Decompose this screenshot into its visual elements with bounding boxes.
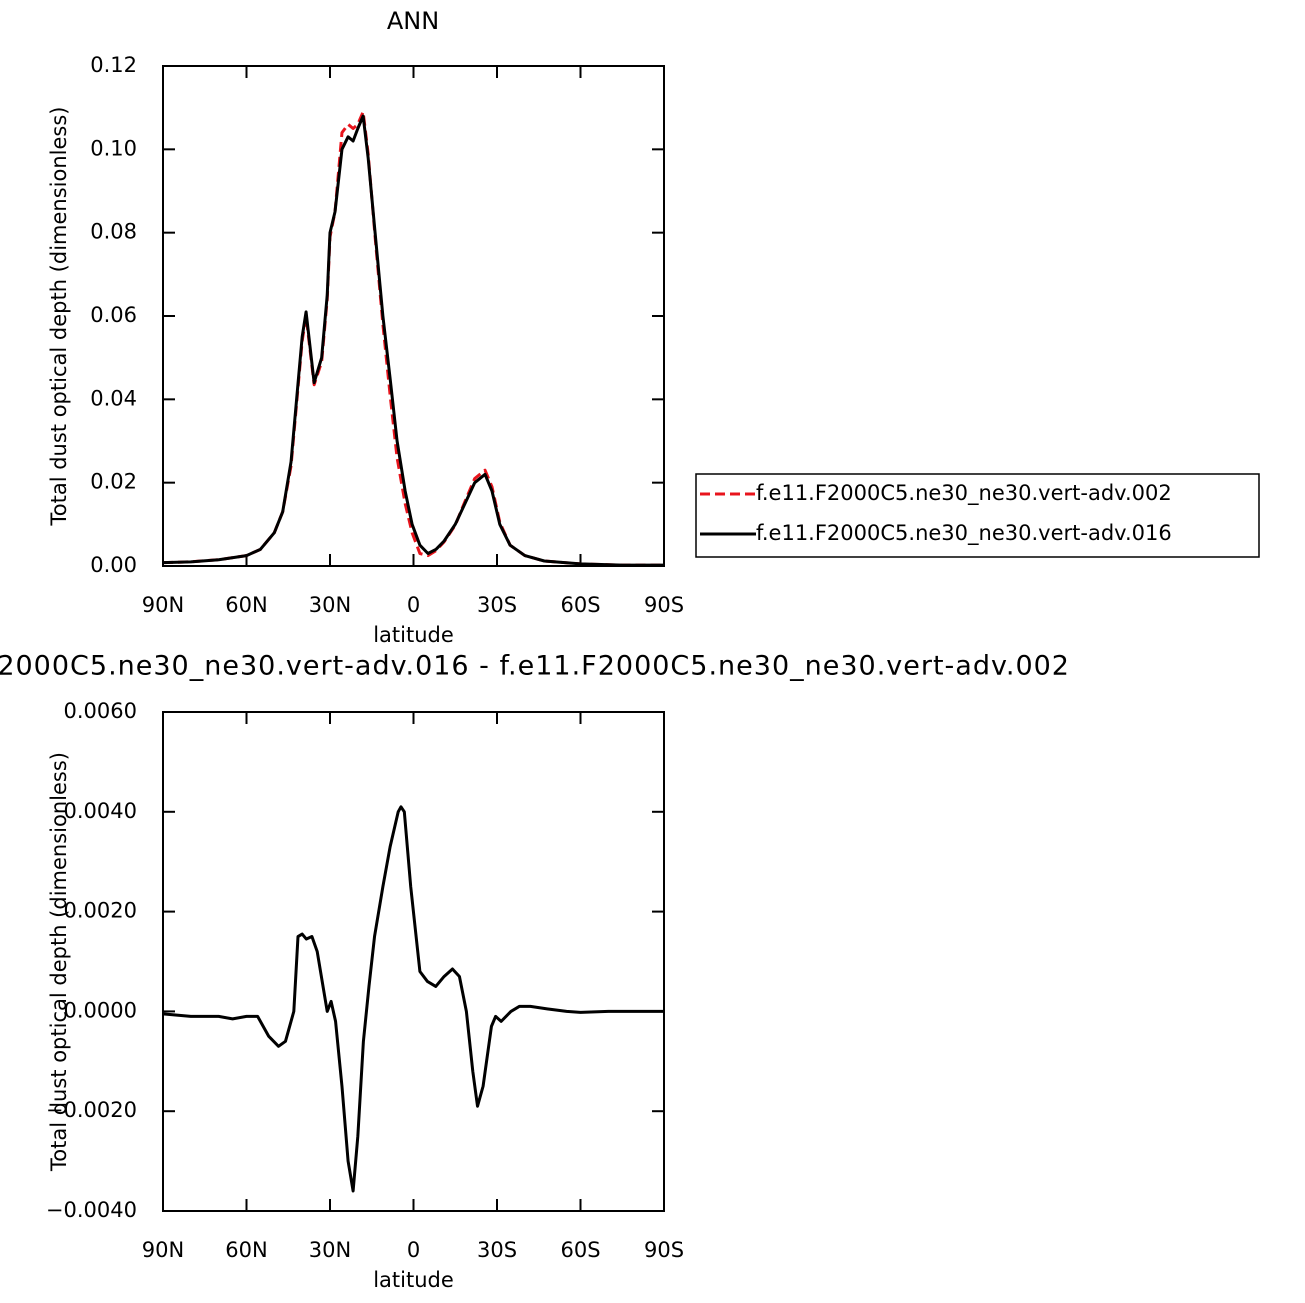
y-tick-label: −0.0040 bbox=[46, 1198, 137, 1222]
y-tick-label: 0.10 bbox=[90, 136, 137, 160]
x-tick-label: 60N bbox=[225, 593, 267, 617]
y-tick-label: 0.0040 bbox=[64, 799, 137, 823]
x-tick-label: 90N bbox=[142, 593, 184, 617]
y-axis-label: Total dust optical depth (dimensionless) bbox=[47, 752, 71, 1172]
x-tick-label: 30N bbox=[309, 1238, 351, 1262]
x-tick-label: 90N bbox=[142, 1238, 184, 1262]
series-line bbox=[162, 110, 664, 567]
y-tick-label: 0.02 bbox=[90, 470, 137, 494]
y-tick-label: 0.0000 bbox=[64, 998, 137, 1022]
y-tick-label: −0.0020 bbox=[46, 1098, 137, 1122]
chart-title: f.e11.F2000C5.ne30_ne30.vert-adv.016 - f… bbox=[0, 651, 1070, 682]
x-tick-label: 30N bbox=[309, 593, 351, 617]
x-tick-label: 0 bbox=[407, 1238, 420, 1262]
y-tick-label: 0.00 bbox=[90, 553, 137, 577]
x-tick-label: 30S bbox=[477, 593, 517, 617]
x-axis-label: latitude bbox=[373, 623, 454, 647]
x-tick-label: 60S bbox=[560, 1238, 600, 1262]
chart-title: ANN bbox=[387, 7, 439, 35]
y-tick-label: 0.04 bbox=[90, 386, 137, 410]
x-tick-label: 30S bbox=[477, 1238, 517, 1262]
series-line bbox=[162, 114, 664, 567]
series-line bbox=[162, 805, 664, 1193]
y-tick-label: 0.0060 bbox=[64, 699, 137, 723]
x-tick-label: 0 bbox=[407, 593, 420, 617]
x-tick-label: 90S bbox=[644, 593, 684, 617]
x-axis-label: latitude bbox=[373, 1268, 454, 1292]
legend-box bbox=[695, 473, 1260, 558]
y-axis-label: Total dust optical depth (dimensionless) bbox=[47, 107, 71, 527]
legend-label: f.e11.F2000C5.ne30_ne30.vert-adv.002 bbox=[756, 481, 1172, 506]
x-tick-label: 60N bbox=[225, 1238, 267, 1262]
plot-frame bbox=[162, 65, 665, 567]
y-tick-label: 0.06 bbox=[90, 303, 137, 327]
y-tick-label: 0.0020 bbox=[64, 899, 137, 923]
y-tick-label: 0.08 bbox=[90, 220, 137, 244]
x-tick-label: 90S bbox=[644, 1238, 684, 1262]
legend-label: f.e11.F2000C5.ne30_ne30.vert-adv.016 bbox=[756, 521, 1172, 546]
y-tick-label: 0.12 bbox=[90, 53, 137, 77]
x-tick-label: 60S bbox=[560, 593, 600, 617]
plot-frame bbox=[162, 711, 665, 1212]
